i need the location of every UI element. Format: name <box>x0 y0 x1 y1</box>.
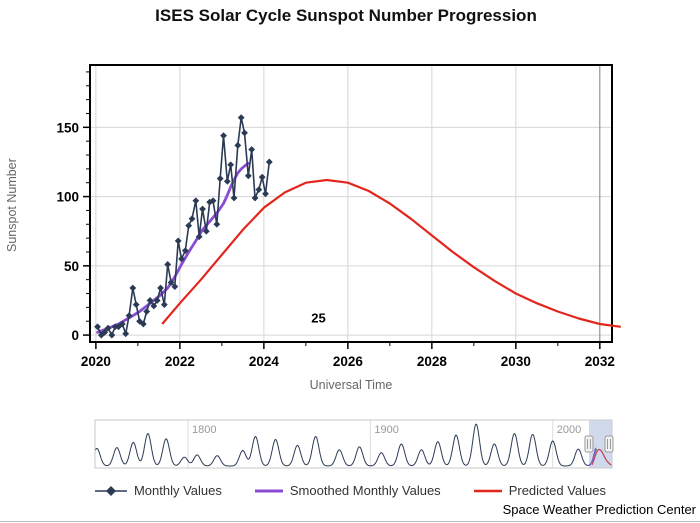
monthly-marker[interactable] <box>213 220 221 228</box>
monthly-marker[interactable] <box>160 301 168 309</box>
legend-label-monthly: Monthly Values <box>133 483 222 498</box>
chart-legend: Monthly Values Smoothed Monthly Values P… <box>0 483 700 498</box>
monthly-marker[interactable] <box>129 284 137 292</box>
plot-border <box>89 64 613 343</box>
x-tick-label: 2030 <box>501 354 531 369</box>
nav-selection-mask[interactable] <box>588 420 612 468</box>
monthly-marker[interactable] <box>216 175 224 182</box>
monthly-marker[interactable] <box>181 247 189 254</box>
monthly-marker[interactable] <box>227 161 235 169</box>
chart-title: ISES Solar Cycle Sunspot Number Progress… <box>155 6 537 25</box>
x-tick-label: 2028 <box>417 354 448 369</box>
monthly-marker[interactable] <box>258 173 266 181</box>
y-tick-label: 150 <box>56 120 79 135</box>
monthly-marker[interactable] <box>234 141 242 149</box>
monthly-marker[interactable] <box>195 233 203 241</box>
monthly-marker[interactable] <box>251 194 259 202</box>
monthly-marker[interactable] <box>178 255 185 263</box>
monthly-marker[interactable] <box>139 320 147 328</box>
monthly-marker[interactable] <box>143 308 151 315</box>
monthly-series-icon <box>94 485 127 496</box>
x-axis-title: Universal Time <box>309 378 393 392</box>
smoothed-series-icon <box>254 489 283 492</box>
nav-smoothed-line <box>588 447 597 467</box>
monthly-marker[interactable] <box>167 279 175 286</box>
credit-text: Space Weather Prediction Center <box>502 502 696 517</box>
predicted-series-icon <box>473 489 502 492</box>
legend-item-smoothed[interactable]: Smoothed Monthly Values <box>254 483 441 498</box>
monthly-marker[interactable] <box>104 324 112 332</box>
monthly-marker[interactable] <box>265 158 273 166</box>
nav-era-label: 2000 <box>557 424 581 436</box>
y-tick-label: 100 <box>56 190 79 205</box>
monthly-marker[interactable] <box>150 302 158 310</box>
predicted-values-line[interactable] <box>161 178 621 328</box>
monthly-marker[interactable] <box>101 328 109 336</box>
monthly-marker[interactable] <box>206 198 214 206</box>
smoothed-values-line[interactable] <box>96 161 250 334</box>
x-tick-label: 2024 <box>249 354 280 369</box>
monthly-marker[interactable] <box>164 261 172 268</box>
cycle-number-annotation: 25 <box>311 311 325 326</box>
x-tick-label: 2032 <box>585 354 615 369</box>
monthly-marker[interactable] <box>202 227 210 235</box>
monthly-marker[interactable] <box>220 132 227 140</box>
monthly-marker[interactable] <box>199 205 206 213</box>
monthly-marker[interactable] <box>255 186 263 194</box>
navigator[interactable]: 1800 1900 2000 <box>0 418 700 472</box>
monthly-marker[interactable] <box>153 297 161 304</box>
monthly-marker[interactable] <box>94 323 101 331</box>
monthly-marker[interactable] <box>230 194 238 202</box>
nav-handle-left[interactable] <box>584 435 594 453</box>
monthly-marker[interactable] <box>248 146 256 153</box>
legend-item-monthly[interactable]: Monthly Values <box>94 483 222 498</box>
monthly-marker[interactable] <box>223 177 231 185</box>
nav-era-label: 1900 <box>374 424 398 436</box>
x-tick-label: 2020 <box>81 354 111 369</box>
x-tick-label: 2026 <box>333 354 364 369</box>
monthly-values-line[interactable] <box>96 117 271 337</box>
monthly-marker[interactable] <box>174 237 182 245</box>
nav-era-label: 1800 <box>192 424 216 436</box>
bottom-divider <box>0 521 700 522</box>
monthly-marker[interactable] <box>192 197 200 205</box>
monthly-marker[interactable] <box>118 320 126 328</box>
x-tick-label: 2022 <box>165 354 195 369</box>
monthly-marker[interactable] <box>171 283 179 290</box>
main-chart[interactable]: 2020 2022 2024 2026 2028 2030 2032 0 50 100 150 25 <box>0 52 700 382</box>
nav-predicted-line <box>591 448 613 466</box>
monthly-marker[interactable] <box>188 215 196 223</box>
legend-label-predicted: Predicted Values <box>508 483 607 498</box>
monthly-marker[interactable] <box>209 197 217 205</box>
legend-label-smoothed: Smoothed Monthly Values <box>289 483 441 498</box>
monthly-marker[interactable] <box>241 129 248 137</box>
y-tick-label: 0 <box>71 328 79 343</box>
monthly-marker[interactable] <box>244 172 252 180</box>
monthly-marker[interactable] <box>132 301 140 309</box>
monthly-marker[interactable] <box>262 190 269 198</box>
monthly-marker[interactable] <box>125 312 133 320</box>
monthly-marker[interactable] <box>237 114 245 122</box>
monthly-marker[interactable] <box>157 284 164 292</box>
monthly-marker[interactable] <box>122 330 130 338</box>
legend-item-predicted[interactable]: Predicted Values <box>473 483 606 498</box>
monthly-marker[interactable] <box>185 222 193 230</box>
nav-handle-right[interactable] <box>604 435 614 453</box>
y-tick-label: 50 <box>64 259 79 274</box>
monthly-marker[interactable] <box>108 331 116 339</box>
monthly-marker[interactable] <box>146 297 154 304</box>
nav-history-line <box>94 423 597 467</box>
